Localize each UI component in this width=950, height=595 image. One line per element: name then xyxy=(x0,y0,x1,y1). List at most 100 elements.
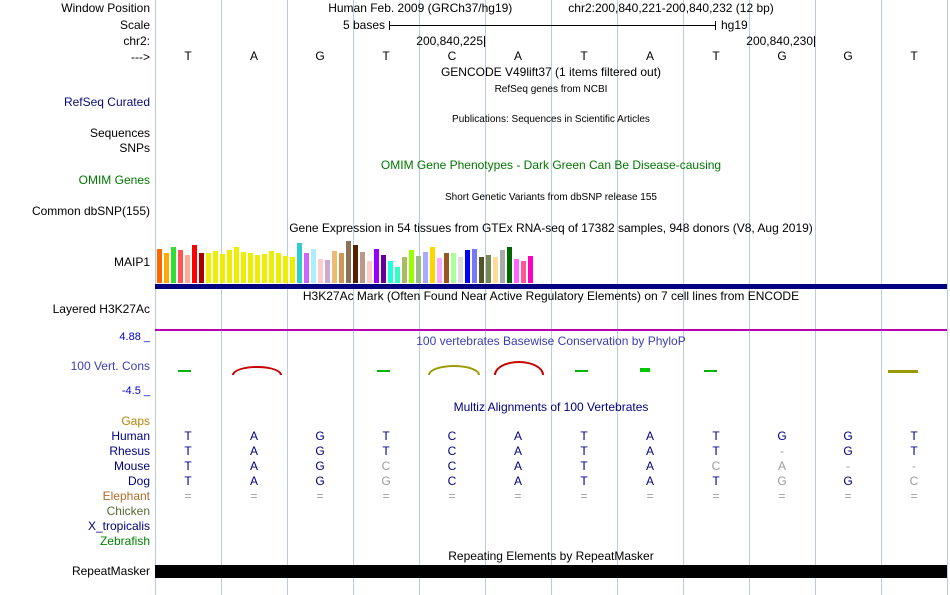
gencode-track-title[interactable]: GENCODE V49lift37 (1 items filtered out) xyxy=(440,65,662,79)
gtex-bar[interactable] xyxy=(206,253,211,283)
coord-tick-1 xyxy=(484,36,485,47)
sequence-base: T xyxy=(382,49,390,63)
gtex-bar[interactable] xyxy=(528,256,533,283)
alignment-base: G xyxy=(843,429,853,443)
phylop-track-title[interactable]: 100 vertebrates Basewise Conservation by… xyxy=(416,334,686,348)
alignment-base: = xyxy=(514,489,522,503)
refseq-curated-label[interactable]: RefSeq Curated xyxy=(63,95,150,109)
gtex-bar[interactable] xyxy=(458,257,463,283)
gtex-bar[interactable] xyxy=(416,256,421,283)
gtex-bar[interactable] xyxy=(388,261,393,283)
gtex-bar[interactable] xyxy=(402,257,407,283)
refseq-track-title[interactable]: RefSeq genes from NCBI xyxy=(494,84,608,95)
gtex-bar[interactable] xyxy=(395,267,400,283)
gtex-bar[interactable] xyxy=(269,251,274,283)
base-guideline xyxy=(881,0,882,595)
species-label-elephant[interactable]: Elephant xyxy=(102,489,150,503)
gtex-bar[interactable] xyxy=(360,252,365,283)
repeat-element-bar[interactable] xyxy=(155,565,947,578)
gtex-bar[interactable] xyxy=(255,255,260,283)
gtex-bar[interactable] xyxy=(318,259,323,283)
gtex-bar[interactable] xyxy=(220,254,225,283)
gtex-bar[interactable] xyxy=(171,247,176,283)
layered-h3k27ac-label[interactable]: Layered H3K27Ac xyxy=(52,302,150,316)
gtex-bar[interactable] xyxy=(262,254,267,283)
gtex-bar[interactable] xyxy=(437,258,442,283)
base-guideline xyxy=(155,0,156,595)
gtex-bar[interactable] xyxy=(157,249,162,283)
repeatmasker-track-title[interactable]: Repeating Elements by RepeatMasker xyxy=(448,549,654,563)
species-label-chicken[interactable]: Chicken xyxy=(106,504,150,518)
gtex-bar[interactable] xyxy=(241,252,246,283)
gtex-track-title[interactable]: Gene Expression in 54 tissues from GTEx … xyxy=(289,221,813,235)
gtex-bar[interactable] xyxy=(290,257,295,283)
base-guideline xyxy=(551,0,552,595)
gtex-bar[interactable] xyxy=(213,251,218,283)
alignment-base: A xyxy=(513,474,522,488)
gtex-bar[interactable] xyxy=(248,253,253,283)
sequences-label[interactable]: Sequences xyxy=(89,126,150,140)
species-label-rhesus[interactable]: Rhesus xyxy=(109,444,150,458)
gtex-bar[interactable] xyxy=(185,255,190,283)
species-label-mouse[interactable]: Mouse xyxy=(113,459,150,473)
gtex-bar[interactable] xyxy=(493,257,498,283)
omim-genes-label[interactable]: OMIM Genes xyxy=(78,173,150,187)
gtex-bar[interactable] xyxy=(486,255,491,283)
publications-track-title[interactable]: Publications: Sequences in Scientific Ar… xyxy=(452,114,650,125)
multiz-track-title[interactable]: Multiz Alignments of 100 Vertebrates xyxy=(453,400,649,414)
gtex-bar[interactable] xyxy=(367,261,372,283)
alignment-base: A xyxy=(249,429,258,443)
gtex-bar[interactable] xyxy=(444,253,449,283)
h3k27ac-signal-line[interactable] xyxy=(155,329,947,331)
gtex-bar[interactable] xyxy=(374,249,379,283)
vert-cons-label[interactable]: 100 Vert. Cons xyxy=(70,359,150,373)
gtex-bar[interactable] xyxy=(164,253,169,283)
species-label-human[interactable]: Human xyxy=(111,429,150,443)
alignment-base: = xyxy=(712,489,720,503)
gtex-bar[interactable] xyxy=(409,250,414,283)
gtex-bar[interactable] xyxy=(234,247,239,283)
gtex-bar[interactable] xyxy=(192,245,197,283)
repeatmasker-label[interactable]: RepeatMasker xyxy=(71,564,150,578)
gtex-bar[interactable] xyxy=(304,253,309,283)
gtex-bar[interactable] xyxy=(311,249,316,283)
gtex-bar[interactable] xyxy=(178,250,183,283)
species-label-dog[interactable]: Dog xyxy=(127,474,150,488)
alignment-base: T xyxy=(580,444,588,458)
gtex-bar[interactable] xyxy=(199,253,204,283)
dbsnp-track-title[interactable]: Short Genetic Variants from dbSNP releas… xyxy=(445,192,657,203)
gtex-bar[interactable] xyxy=(227,250,232,283)
species-label-zebrafish[interactable]: Zebrafish xyxy=(99,534,150,548)
gtex-bar[interactable] xyxy=(507,247,512,283)
gtex-bar[interactable] xyxy=(346,241,351,283)
gtex-bar[interactable] xyxy=(451,253,456,283)
alignment-base: A xyxy=(777,459,786,473)
species-label-x_tropicalis[interactable]: X_tropicalis xyxy=(87,519,150,533)
gtex-bar[interactable] xyxy=(465,250,470,283)
gtex-bar[interactable] xyxy=(283,256,288,283)
gtex-bar[interactable] xyxy=(276,253,281,283)
gene-model-bar[interactable] xyxy=(155,284,947,289)
gtex-bar[interactable] xyxy=(423,252,428,283)
gtex-bar[interactable] xyxy=(430,247,435,283)
gtex-bar[interactable] xyxy=(353,245,358,283)
gene-name-label[interactable]: MAIP1 xyxy=(113,255,150,269)
alignment-base: G xyxy=(315,444,325,458)
gtex-bar[interactable] xyxy=(381,255,386,283)
alignment-base: T xyxy=(184,459,192,473)
gtex-bar[interactable] xyxy=(325,260,330,283)
gtex-bar[interactable] xyxy=(297,243,302,283)
gtex-bar[interactable] xyxy=(479,257,484,283)
gtex-bar[interactable] xyxy=(521,261,526,283)
gtex-bar[interactable] xyxy=(472,249,477,283)
gtex-bar[interactable] xyxy=(339,253,344,283)
common-dbsnp-label[interactable]: Common dbSNP(155) xyxy=(31,204,150,218)
gtex-bar[interactable] xyxy=(500,250,505,283)
gaps-label[interactable]: Gaps xyxy=(121,414,150,428)
omim-track-title[interactable]: OMIM Gene Phenotypes - Dark Green Can Be… xyxy=(380,158,722,172)
h3k27ac-track-title[interactable]: H3K27Ac Mark (Often Found Near Active Re… xyxy=(302,289,800,303)
gtex-bar[interactable] xyxy=(514,259,519,283)
snps-label[interactable]: SNPs xyxy=(119,141,150,155)
gtex-bar[interactable] xyxy=(332,251,337,283)
scale-row-label: Scale xyxy=(119,18,150,32)
